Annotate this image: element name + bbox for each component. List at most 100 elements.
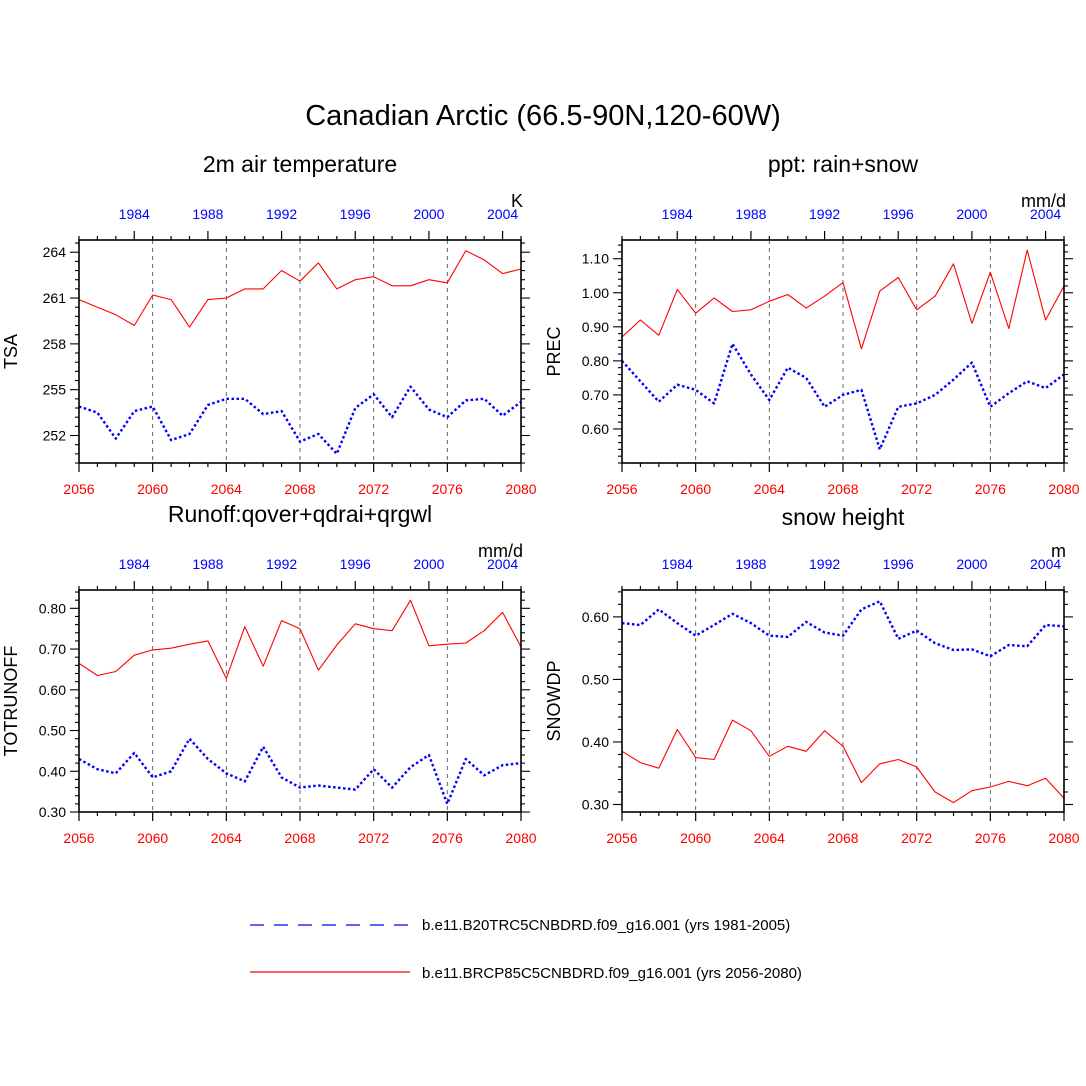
x-top-tick-label-snowdp: 2000 [956, 556, 987, 572]
x-bottom-tick-label-tsa: 2072 [358, 481, 389, 497]
x-top-tick-label-runoff: 1984 [119, 556, 150, 572]
x-top-tick-label-prec: 2004 [1030, 206, 1061, 222]
y-tick-label-prec: 1.00 [582, 285, 609, 301]
x-bottom-tick-label-runoff: 2064 [211, 830, 242, 846]
x-bottom-tick-label-tsa: 2080 [505, 481, 536, 497]
figure-title: Canadian Arctic (66.5-90N,120-60W) [305, 100, 781, 132]
y-axis-label-tsa: TSA [1, 334, 21, 369]
chart-panel-snowdp: 2056 2060 2064 2068 2072 2076 2080 1984 1988 1992… [544, 541, 1080, 846]
x-bottom-tick-label-tsa: 2076 [432, 481, 463, 497]
x-bottom-tick-label-tsa: 2064 [211, 481, 242, 497]
x-top-tick-label-runoff: 1996 [340, 556, 371, 572]
x-bottom-tick-label-tsa: 2060 [137, 481, 168, 497]
units-label-prec: mm/d [1021, 191, 1066, 211]
series-line-tsa-rcp85 [78, 250, 522, 328]
x-bottom-tick-label-tsa: 2068 [284, 481, 315, 497]
units-label-snowdp: m [1051, 541, 1066, 561]
series-line-snowdp-historical [621, 600, 1065, 658]
x-top-tick-label-tsa: 1996 [340, 206, 371, 222]
x-bottom-tick-label-snowdp: 2056 [606, 830, 637, 846]
legend-label-historical: b.e11.B20TRC5CNBDRD.f09_g16.001 (yrs 198… [422, 917, 790, 934]
x-bottom-tick-label-prec: 2056 [606, 481, 637, 497]
x-bottom-tick-label-snowdp: 2072 [901, 830, 932, 846]
x-top-tick-label-snowdp: 2004 [1030, 556, 1061, 572]
series-line-tsa-historical [78, 385, 522, 455]
chart-panel-prec: 2056 2060 2064 2068 2072 2076 2080 1984 1988 1992… [544, 191, 1080, 497]
x-bottom-tick-label-snowdp: 2080 [1048, 830, 1079, 846]
x-top-tick-label-tsa: 2000 [413, 206, 444, 222]
x-bottom-tick-label-runoff: 2076 [432, 830, 463, 846]
y-axis-label-prec: PREC [544, 326, 564, 376]
y-tick-label-prec: 0.80 [582, 353, 609, 369]
x-bottom-tick-label-runoff: 2072 [358, 830, 389, 846]
y-axis-label-snowdp: SNOWDP [544, 661, 564, 742]
legend-label-rcp85: b.e11.BRCP85C5CNBDRD.f09_g16.001 (yrs 20… [422, 965, 802, 982]
x-top-tick-label-prec: 1988 [735, 206, 766, 222]
y-tick-label-tsa: 264 [43, 244, 67, 260]
units-label-runoff: mm/d [478, 541, 523, 561]
x-top-tick-label-snowdp: 1988 [735, 556, 766, 572]
panel-title-tsa: 2m air temperature [202, 151, 398, 177]
y-tick-label-prec: 0.60 [582, 421, 609, 437]
x-top-tick-label-runoff: 1988 [192, 556, 223, 572]
x-bottom-tick-label-prec: 2080 [1048, 481, 1079, 497]
x-top-tick-label-runoff: 2004 [487, 556, 518, 572]
y-tick-label-snowdp: 0.30 [582, 796, 609, 812]
x-bottom-tick-label-runoff: 2068 [284, 830, 315, 846]
x-top-tick-label-tsa: 1984 [119, 206, 150, 222]
series-line-runoff-rcp85 [78, 599, 522, 679]
x-top-tick-label-prec: 2000 [956, 206, 987, 222]
series-line-runoff-historical [78, 737, 522, 806]
y-tick-label-snowdp: 0.40 [582, 734, 609, 750]
x-top-tick-label-prec: 1984 [662, 206, 693, 222]
x-top-tick-label-snowdp: 1996 [883, 556, 914, 572]
y-tick-label-runoff: 0.50 [39, 723, 66, 739]
y-tick-label-tsa: 261 [43, 290, 67, 306]
x-bottom-tick-label-snowdp: 2064 [754, 830, 785, 846]
series-line-snowdp-rcp85 [621, 719, 1065, 804]
y-tick-label-tsa: 258 [43, 336, 67, 352]
x-bottom-tick-label-prec: 2060 [680, 481, 711, 497]
y-tick-label-prec: 1.10 [582, 251, 609, 267]
y-tick-label-runoff: 0.70 [39, 641, 66, 657]
x-top-tick-label-tsa: 1992 [266, 206, 297, 222]
panel-title-runoff: Runoff:qover+qdrai+qrgwl [167, 501, 433, 527]
y-tick-label-prec: 0.90 [582, 319, 609, 335]
x-top-tick-label-snowdp: 1992 [809, 556, 840, 572]
x-bottom-tick-label-runoff: 2056 [63, 830, 94, 846]
chart-panels: 2056 2060 2064 2068 2072 2076 2080 1984 1988 1992… [1, 191, 1080, 846]
x-top-tick-label-snowdp: 1984 [662, 556, 693, 572]
x-bottom-tick-label-prec: 2076 [975, 481, 1006, 497]
x-top-tick-label-runoff: 2000 [413, 556, 444, 572]
y-tick-label-runoff: 0.40 [39, 763, 66, 779]
x-bottom-tick-label-runoff: 2060 [137, 830, 168, 846]
y-tick-label-tsa: 255 [43, 382, 67, 398]
panel-title-prec: ppt: rain+snow [767, 151, 919, 177]
x-top-tick-label-tsa: 1988 [192, 206, 223, 222]
series-line-prec-historical [621, 342, 1065, 451]
x-top-tick-label-prec: 1996 [883, 206, 914, 222]
x-bottom-tick-label-runoff: 2080 [505, 830, 536, 846]
y-tick-label-snowdp: 0.60 [582, 609, 609, 625]
x-top-tick-label-prec: 1992 [809, 206, 840, 222]
series-line-prec-rcp85 [621, 249, 1065, 350]
y-axis-label-runoff: TOTRUNOFF [1, 646, 21, 757]
x-bottom-tick-label-tsa: 2056 [63, 481, 94, 497]
x-top-tick-label-runoff: 1992 [266, 556, 297, 572]
y-tick-label-tsa: 252 [43, 428, 67, 444]
y-tick-label-runoff: 0.80 [39, 600, 66, 616]
x-bottom-tick-label-snowdp: 2068 [827, 830, 858, 846]
panel-title-snowdp: snow height [781, 504, 905, 530]
y-tick-label-prec: 0.70 [582, 387, 609, 403]
legend: b.e11.B20TRC5CNBDRD.f09_g16.001 (yrs 198… [250, 917, 802, 982]
x-bottom-tick-label-prec: 2064 [754, 481, 785, 497]
x-bottom-tick-label-snowdp: 2076 [975, 830, 1006, 846]
x-bottom-tick-label-prec: 2072 [901, 481, 932, 497]
y-tick-label-runoff: 0.30 [39, 804, 66, 820]
y-tick-label-runoff: 0.60 [39, 682, 66, 698]
x-top-tick-label-tsa: 2004 [487, 206, 518, 222]
units-label-tsa: K [511, 191, 523, 211]
chart-panel-tsa: 2056 2060 2064 2068 2072 2076 2080 1984 1988 1992… [1, 191, 537, 497]
x-bottom-tick-label-prec: 2068 [827, 481, 858, 497]
